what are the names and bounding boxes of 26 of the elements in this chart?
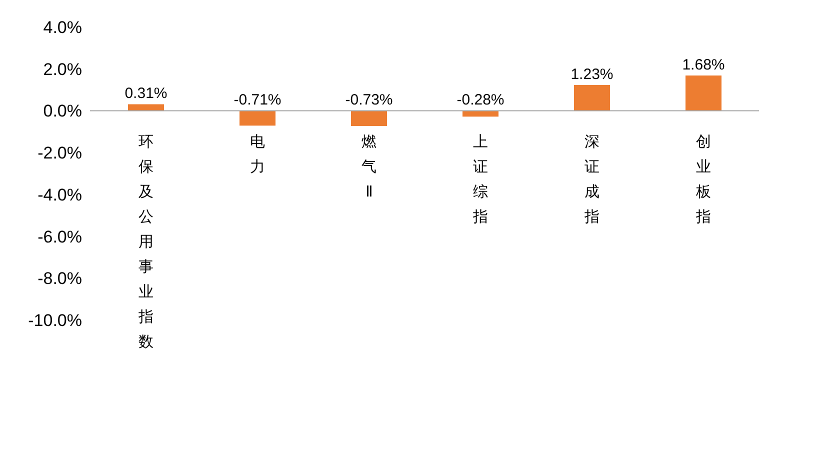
bar: [351, 110, 387, 126]
bar: [686, 76, 722, 111]
y-tick-label: 0.0%: [43, 102, 82, 121]
data-label: 1.68%: [682, 56, 725, 74]
data-label: -0.28%: [456, 92, 504, 109]
data-label: -0.73%: [345, 92, 393, 109]
x-tick-label: 深证成指: [583, 134, 600, 226]
y-tick-label: -6.0%: [38, 227, 82, 246]
bar: [128, 104, 164, 111]
data-label: -0.71%: [234, 92, 282, 109]
data-label: 0.31%: [124, 85, 168, 102]
x-tick-label: 上证综指: [472, 134, 488, 226]
x-tick-label: 电力: [250, 134, 265, 176]
category-label: 环保及公用事业指数: [138, 134, 154, 351]
bar: [462, 110, 498, 117]
x-tick-label: 燃气Ⅱ: [361, 134, 376, 201]
y-tick-label: -4.0%: [38, 185, 82, 204]
y-tick-label: 2.0%: [43, 60, 82, 79]
y-tick-label: 4.0%: [43, 18, 82, 38]
x-tick-label: 创业板指: [694, 134, 711, 226]
bar: [574, 84, 610, 111]
y-tick-label: -2.0%: [38, 144, 82, 163]
bar: [240, 110, 276, 126]
data-label: 1.23%: [570, 66, 614, 83]
y-tick-label: -10.0%: [28, 311, 82, 330]
y-tick-label: -8.0%: [38, 269, 82, 288]
